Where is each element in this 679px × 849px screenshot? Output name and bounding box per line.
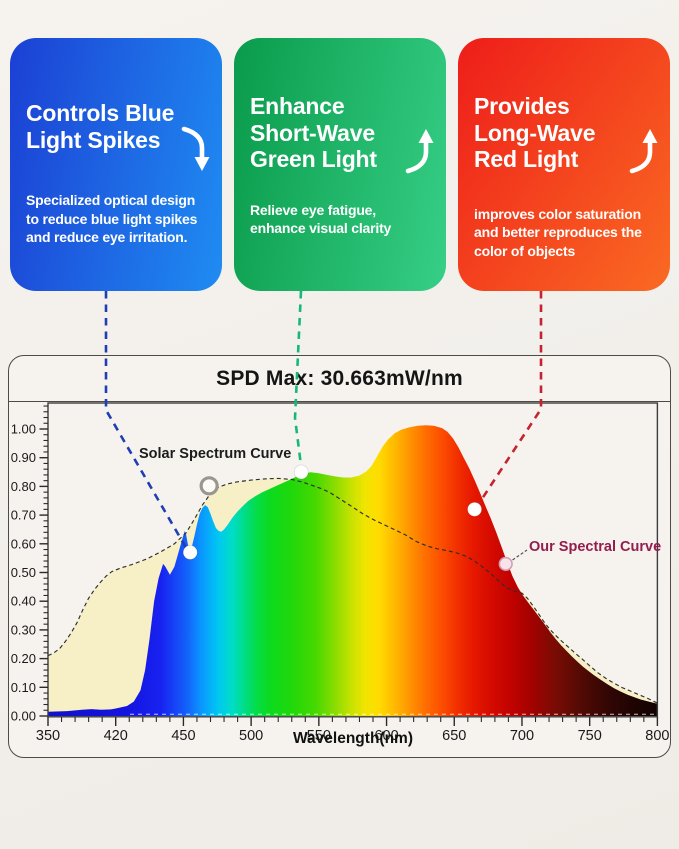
- chart-title: SPD Max: 30.663mW/nm: [9, 356, 670, 402]
- card-blue-light: Controls Blue Light Spikes Specialized o…: [10, 38, 222, 291]
- spd-chart-panel: SPD Max: 30.663mW/nm: [8, 355, 671, 758]
- card-body-blue: Specialized optical design to reduce blu…: [26, 192, 198, 246]
- card-green-light: Enhance Short-Wave Green Light Relieve e…: [234, 38, 446, 291]
- card-title-green: Enhance Short-Wave Green Light: [250, 93, 377, 173]
- card-body-red: improves color saturation and better rep…: [474, 206, 642, 259]
- card-title-red: Provides Long-Wave Red Light: [474, 93, 596, 173]
- card-red-light: Provides Long-Wave Red Light improves co…: [458, 38, 670, 291]
- arrow-up-icon: [405, 125, 435, 175]
- arrow-down-icon: [181, 125, 211, 175]
- card-title-blue: Controls Blue Light Spikes: [26, 100, 175, 153]
- arrow-up-icon: [629, 125, 659, 175]
- card-body-green: Relieve eye fatigue, enhance visual clar…: [250, 202, 392, 237]
